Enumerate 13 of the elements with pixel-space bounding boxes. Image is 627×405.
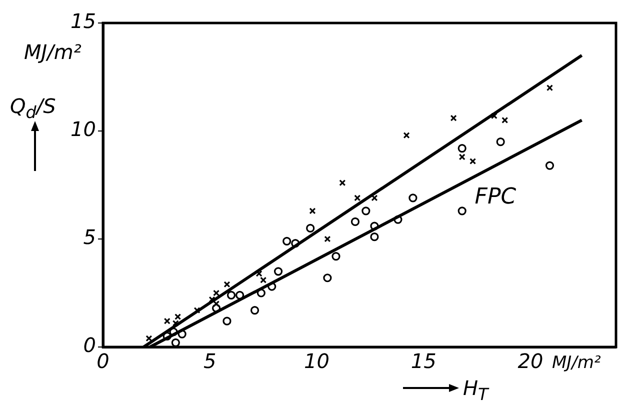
x-axis-title: H$_{T}$	[463, 376, 488, 404]
x-tick-label: 15	[410, 349, 436, 374]
text: MJ/m²	[552, 353, 601, 373]
x-tick-label: 5	[204, 349, 216, 374]
y-tick-label: 10	[70, 117, 96, 142]
x-tick-label: 10	[304, 349, 330, 374]
y-tick-label: 0	[83, 333, 96, 358]
y-axis-title: Q$_{d}$/S	[10, 94, 56, 122]
x-tick-label: 20	[518, 349, 544, 374]
y-tick-label: 15	[70, 9, 96, 34]
y-tick-label: 5	[83, 225, 96, 250]
series-label: FPC	[474, 184, 517, 210]
text: MJ/m²	[24, 40, 82, 64]
